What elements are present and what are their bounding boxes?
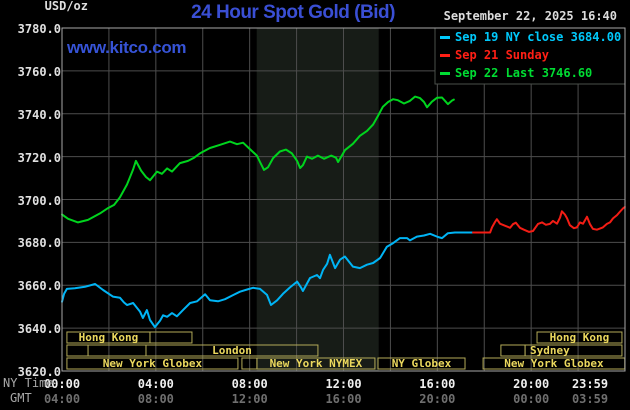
session-box (149, 331, 193, 344)
price-series-1 (61, 231, 474, 329)
ny-time-axis-label: NY Time (3, 376, 54, 390)
session-label: Hong Kong (79, 331, 139, 344)
x-tick-gmt: 03:59 (571, 392, 609, 406)
legend-color-dash (440, 71, 450, 75)
chart-datetime: September 22, 2025 16:40 (443, 9, 617, 23)
session-box (500, 344, 526, 357)
gmt-axis-label: GMT (10, 391, 32, 405)
y-tick-label: 3780.0 (17, 22, 61, 36)
chart-border (61, 27, 626, 372)
session-box (536, 331, 623, 344)
x-tick-ny: 04:00 (137, 377, 174, 391)
y-axis-units-label: USD/oz (44, 0, 88, 13)
x-tick-ny: 23:59 (571, 377, 609, 391)
session-box (66, 357, 239, 370)
session-box (524, 344, 623, 357)
session-label: London (212, 344, 252, 357)
kitco-watermark: www.kitco.com (67, 38, 187, 57)
legend-color-dash (440, 53, 450, 57)
x-tick-gmt: 16:00 (325, 392, 362, 406)
x-tick-gmt: 12:00 (231, 392, 268, 406)
legend-item-label: Sep 19 NY close 3684.00 (455, 30, 622, 44)
session-box (87, 344, 147, 357)
price-series-2 (472, 206, 626, 234)
x-tick-ny: 20:00 (513, 377, 550, 391)
session-box (66, 344, 89, 357)
x-tick-gmt: 04:00 (43, 392, 81, 406)
session-box (256, 357, 376, 370)
session-label: New York NYMEX (270, 357, 363, 370)
legend-item: Sep 19 NY close 3684.00 (440, 30, 621, 44)
chart-title: 24 Hour Spot Gold (Bid) (191, 2, 395, 23)
legend-item-label: Sep 22 Last 3746.60 (455, 66, 593, 80)
x-tick-ny: 00:00 (43, 377, 81, 391)
price-series-0 (61, 95, 455, 224)
y-tick-label: 3620.0 (17, 365, 61, 379)
x-tick-gmt: 00:00 (513, 392, 550, 406)
session-label: New York Globex (504, 357, 604, 370)
session-box (145, 344, 319, 357)
session-label: New York Globex (103, 357, 203, 370)
y-tick-label: 3720.0 (17, 150, 61, 165)
legend-item: Sep 22 Last 3746.60 (440, 66, 592, 80)
session-label: NY Globex (392, 357, 452, 370)
y-tick-label: 3640.0 (17, 322, 61, 337)
y-tick-label: 3760.0 (17, 64, 61, 79)
session-box (377, 357, 466, 370)
x-tick-ny: 08:00 (231, 377, 268, 391)
legend-item: Sep 21 Sunday (440, 48, 549, 62)
legend-color-dash (440, 35, 450, 39)
y-tick-label: 3680.0 (17, 236, 61, 251)
y-tick-label: 3660.0 (17, 279, 61, 294)
x-tick-ny: 16:00 (419, 377, 456, 391)
session-label: Sydney (530, 344, 570, 357)
y-tick-label: 3700.0 (17, 193, 61, 208)
session-label: Hong Kong (550, 331, 610, 344)
legend-item-label: Sep 21 Sunday (455, 48, 549, 62)
x-tick-ny: 12:00 (325, 377, 362, 391)
x-tick-gmt: 08:00 (137, 392, 174, 406)
x-tick-gmt: 20:00 (419, 392, 456, 406)
y-tick-label: 3740.0 (17, 107, 61, 122)
